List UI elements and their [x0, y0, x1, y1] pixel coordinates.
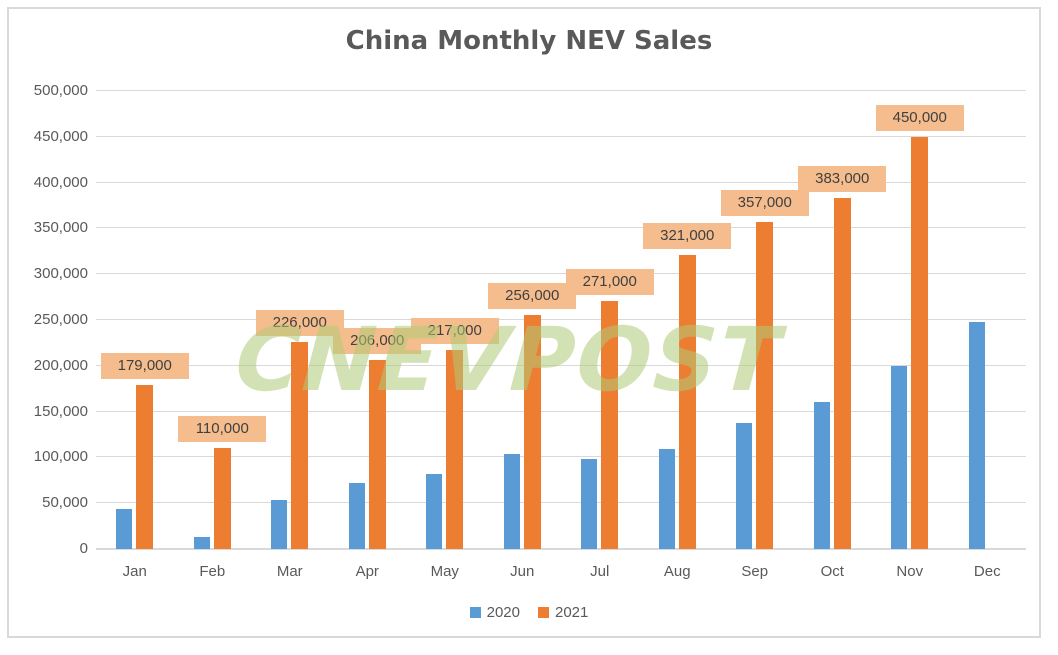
data-label-2021-mar: 226,000 — [255, 309, 344, 336]
bar-2021-sep — [756, 222, 774, 549]
x-tick-label-mar: Mar — [276, 563, 303, 580]
y-tick-label: 500,000 — [33, 82, 88, 99]
x-tick-label-sep: Sep — [741, 563, 769, 580]
gridline — [96, 319, 1026, 320]
bar-2020-jan — [116, 508, 133, 549]
gridline — [96, 502, 1026, 504]
bar-2020-dec — [968, 321, 985, 549]
x-tick-label-oct: Oct — [820, 563, 844, 580]
legend-label-2021: 2021 — [555, 604, 589, 621]
data-label-2021-aug: 321,000 — [643, 222, 732, 249]
bar-2020-aug — [658, 449, 675, 549]
chart-title: China Monthly NEV Sales — [345, 26, 713, 56]
bar-2020-may — [426, 473, 443, 549]
bar-2021-mar — [291, 341, 309, 549]
legend-item-2020: 2020 — [469, 604, 520, 621]
y-tick-label: 0 — [79, 540, 88, 557]
bar-2020-jun — [503, 453, 520, 549]
legend: 2020 2021 — [0, 604, 1058, 621]
plot-area: 179,000 110,000 226,000 206,000 217,000 256,0… — [96, 90, 1026, 550]
gridline — [96, 456, 1026, 458]
x-tick-label-aug: Aug — [663, 563, 691, 580]
y-axis: 0 50,000 100,000 150,000 200,000 250,000 300,0… — [0, 82, 88, 557]
legend-swatch-2020-icon — [469, 607, 481, 618]
bar-2021-feb — [213, 448, 231, 549]
gridline — [96, 273, 1026, 275]
bar-2020-sep — [736, 422, 753, 549]
gridline — [96, 181, 1026, 183]
bar-2021-jan — [136, 385, 154, 549]
gridline — [96, 548, 1026, 549]
data-label-2021-jun: 256,000 — [488, 282, 577, 309]
x-tick-label-feb: Feb — [199, 563, 226, 580]
data-label-2021-oct: 383,000 — [798, 166, 887, 193]
bar-2020-mar — [271, 500, 288, 549]
x-tick-label-may: May — [430, 563, 459, 580]
bar-2021-aug — [678, 254, 696, 549]
bar-2020-jul — [581, 459, 598, 549]
legend-swatch-2021-icon — [538, 607, 549, 618]
y-tick-label: 50,000 — [42, 494, 88, 512]
bar-2020-oct — [813, 402, 830, 549]
x-tick-label-jun: Jun — [510, 563, 535, 580]
data-label-2021-jul: 271,000 — [565, 268, 654, 295]
bar-2020-feb — [193, 537, 210, 549]
data-label-2021-sep: 357,000 — [720, 189, 809, 216]
gridline — [96, 90, 1026, 91]
data-label-2021-apr: 206,000 — [333, 328, 422, 355]
x-tick-label-jan: Jan — [122, 563, 147, 580]
bar-2021-apr — [368, 360, 386, 549]
gridline — [96, 410, 1026, 412]
data-label-2021-feb: 110,000 — [178, 416, 267, 443]
y-tick-label: 150,000 — [33, 402, 88, 420]
x-tick-label-dec: Dec — [973, 563, 1001, 580]
bar-2021-jun — [523, 314, 541, 549]
bar-2021-jul — [601, 300, 619, 549]
bar-2020-apr — [348, 483, 365, 549]
y-tick-label: 450,000 — [33, 127, 88, 145]
gridline — [96, 364, 1026, 366]
y-tick-label: 400,000 — [33, 173, 88, 191]
y-tick-label: 200,000 — [33, 356, 88, 374]
legend-item-2021: 2021 — [538, 604, 588, 621]
legend-label-2020: 2020 — [486, 604, 520, 621]
gridline — [96, 135, 1026, 137]
y-tick-label: 300,000 — [33, 265, 88, 283]
x-tick-label-jul: Jul — [590, 563, 610, 580]
bar-2021-may — [446, 350, 464, 549]
bar-2020-nov — [891, 365, 908, 549]
data-label-2021-may: 217,000 — [410, 318, 499, 345]
bar-2021-oct — [833, 198, 851, 549]
y-tick-label: 250,000 — [33, 311, 88, 328]
x-axis: Jan Feb Mar Apr May Jun Jul Aug Sep Oct Nov Dec — [96, 563, 1026, 585]
y-tick-label: 100,000 — [33, 448, 88, 466]
x-tick-label-apr: Apr — [355, 563, 379, 580]
y-tick-label: 350,000 — [33, 219, 88, 237]
bar-2021-nov — [911, 136, 929, 549]
data-label-2021-nov: 450,000 — [875, 104, 964, 131]
data-label-2021-jan: 179,000 — [100, 353, 189, 380]
x-tick-label-nov: Nov — [896, 563, 924, 580]
gridline — [96, 227, 1026, 229]
